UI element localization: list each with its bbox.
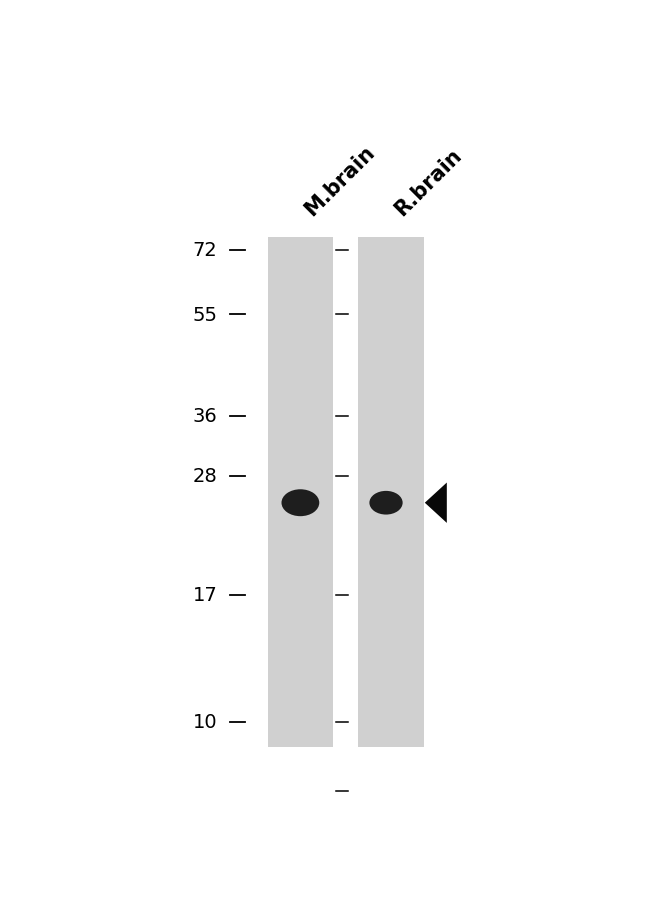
Text: 10: 10 [192,712,217,732]
Ellipse shape [281,490,319,516]
Text: 72: 72 [192,241,217,260]
Text: R.brain: R.brain [391,145,466,220]
Polygon shape [425,483,447,523]
Text: M.brain: M.brain [300,142,378,220]
Bar [358,238,424,747]
Text: 55: 55 [192,305,217,324]
Text: 28: 28 [192,467,217,485]
Ellipse shape [369,492,402,515]
Text: 36: 36 [192,406,217,425]
Bar [268,238,333,747]
Text: 17: 17 [192,585,217,605]
